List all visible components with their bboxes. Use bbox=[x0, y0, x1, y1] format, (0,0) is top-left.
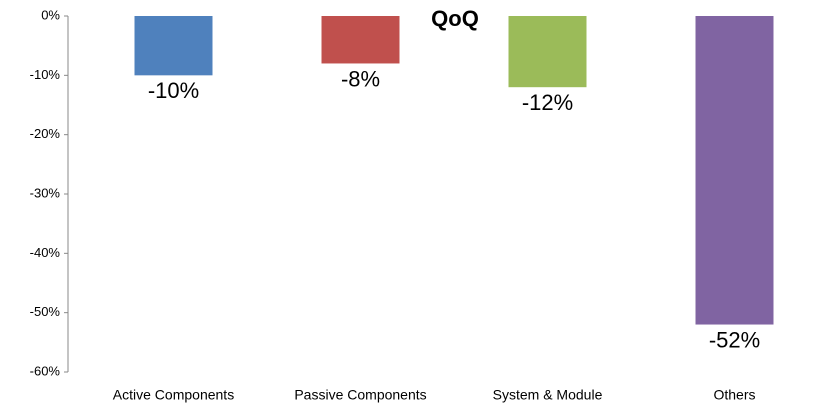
bar bbox=[134, 16, 213, 76]
value-label: -12% bbox=[522, 90, 573, 115]
y-tick-label: -30% bbox=[30, 185, 61, 200]
y-tick-label: 0% bbox=[41, 7, 60, 22]
bar bbox=[508, 16, 587, 88]
x-tick-label: Passive Components bbox=[294, 387, 426, 403]
x-tick-label: System & Module bbox=[493, 387, 603, 403]
value-label: -10% bbox=[148, 78, 199, 103]
x-tick-label: Active Components bbox=[113, 387, 234, 403]
chart-title: QoQ bbox=[431, 6, 479, 31]
y-tick-label: -60% bbox=[30, 363, 61, 378]
bar bbox=[695, 16, 774, 325]
value-label: -8% bbox=[341, 66, 380, 91]
y-tick-label: -40% bbox=[30, 245, 61, 260]
y-tick-label: -50% bbox=[30, 304, 61, 319]
y-tick-label: -20% bbox=[30, 126, 61, 141]
x-tick-label: Others bbox=[713, 387, 755, 403]
y-tick-label: -10% bbox=[30, 67, 61, 82]
bar bbox=[321, 16, 400, 64]
value-label: -52% bbox=[709, 327, 760, 352]
